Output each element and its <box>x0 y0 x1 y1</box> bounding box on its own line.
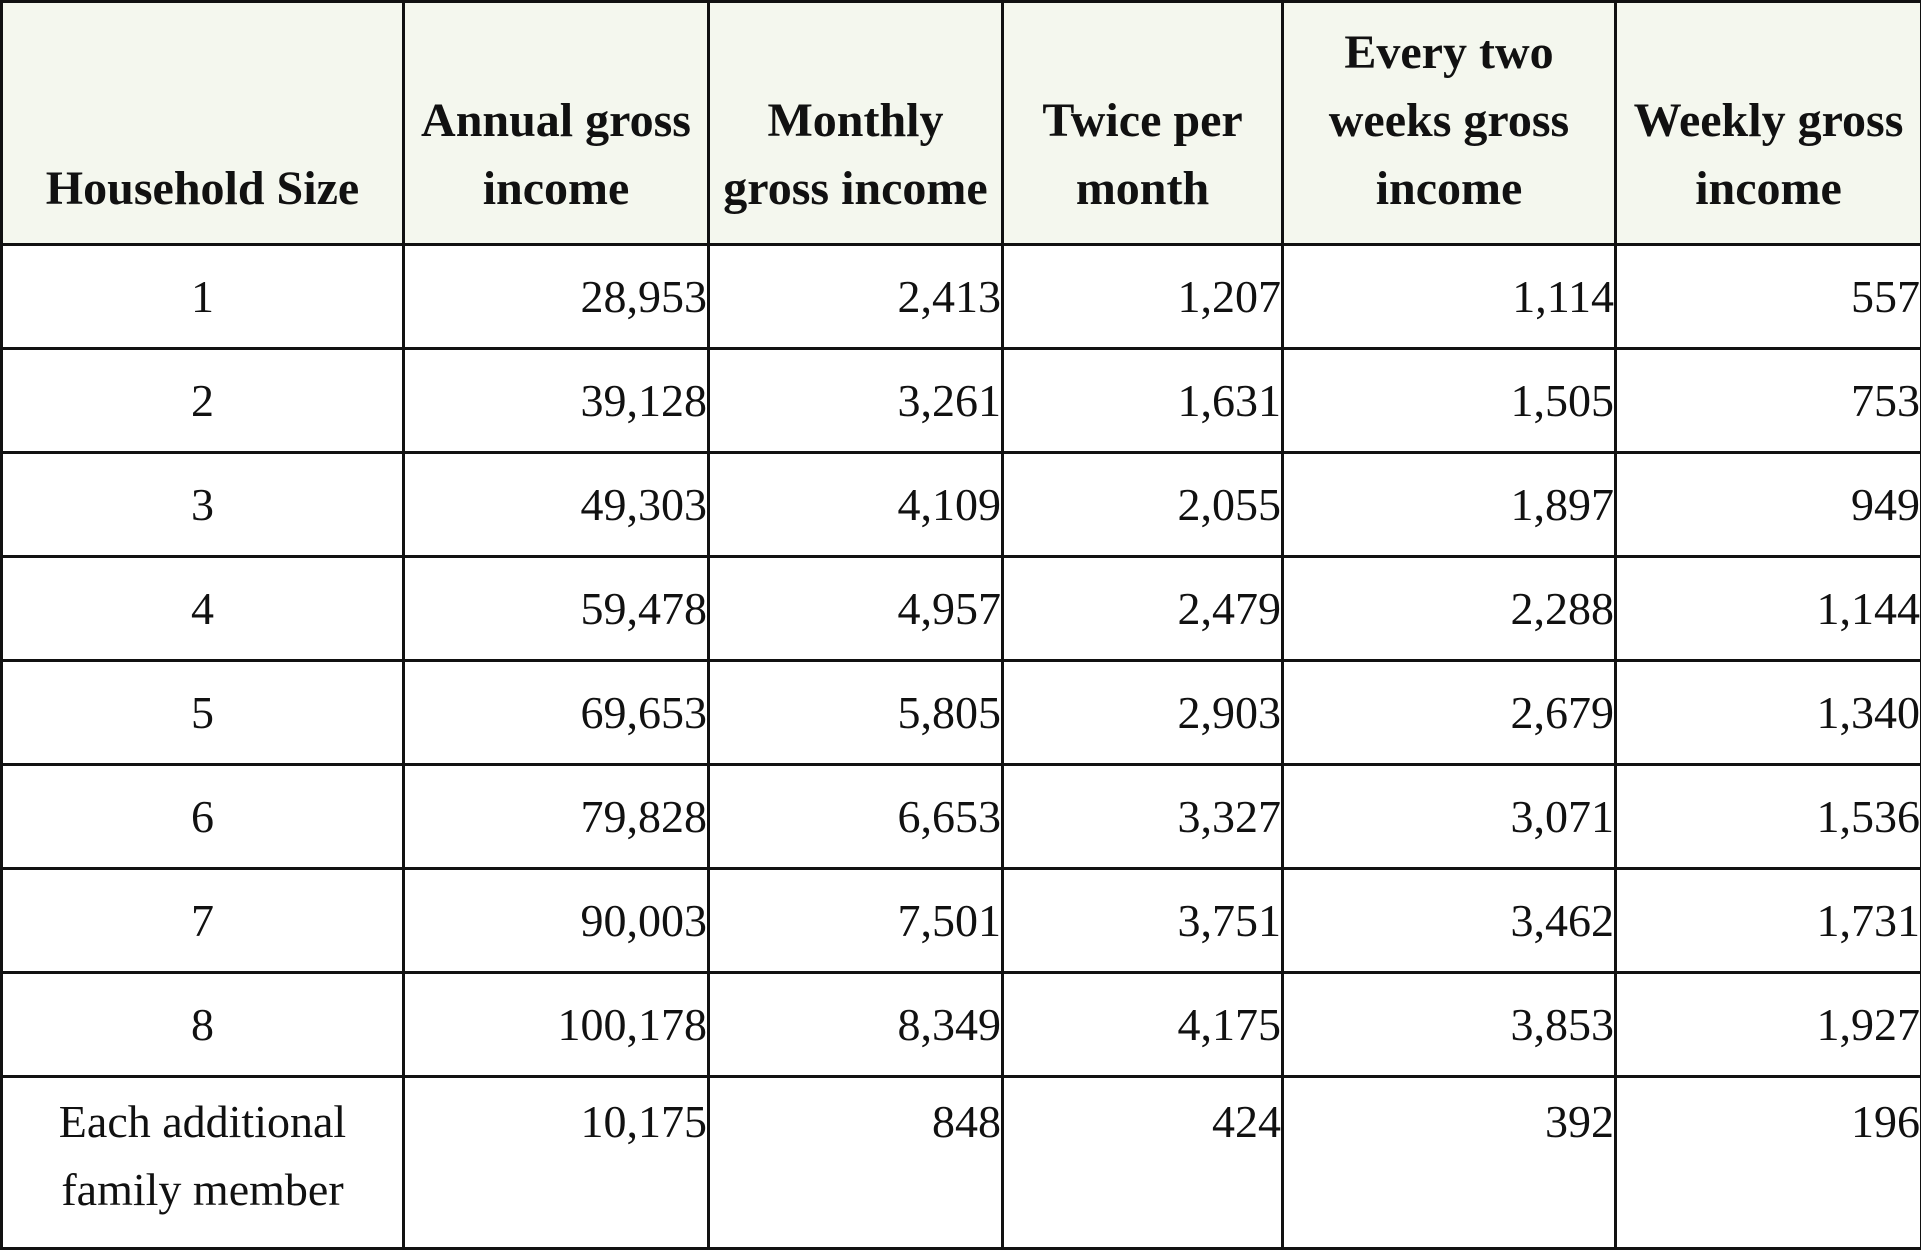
household-size-cell: Each additional family member <box>2 1077 404 1249</box>
twice-monthly-income-cell: 2,479 <box>1003 557 1283 661</box>
table-row: 5 69,653 5,805 2,903 2,679 1,340 <box>2 661 1921 765</box>
header-household-size: Household Size <box>2 2 404 245</box>
biweekly-income-cell: 2,288 <box>1283 557 1616 661</box>
table-row: 2 39,128 3,261 1,631 1,505 753 <box>2 349 1921 453</box>
annual-income-cell: 49,303 <box>404 453 709 557</box>
header-annual-gross-income: Annual gross income <box>404 2 709 245</box>
monthly-income-cell: 8,349 <box>709 973 1003 1077</box>
header-weekly-gross-income: Weekly gross income <box>1616 2 1921 245</box>
twice-monthly-income-cell: 424 <box>1003 1077 1283 1249</box>
header-every-two-weeks-gross-income: Every two weeks gross income <box>1283 2 1616 245</box>
monthly-income-cell: 7,501 <box>709 869 1003 973</box>
household-size-cell: 3 <box>2 453 404 557</box>
table-row: 6 79,828 6,653 3,327 3,071 1,536 <box>2 765 1921 869</box>
annual-income-cell: 90,003 <box>404 869 709 973</box>
household-size-cell: 6 <box>2 765 404 869</box>
monthly-income-cell: 4,109 <box>709 453 1003 557</box>
household-size-cell: 1 <box>2 245 404 349</box>
header-twice-per-month: Twice per month <box>1003 2 1283 245</box>
household-size-cell: 7 <box>2 869 404 973</box>
weekly-income-cell: 196 <box>1616 1077 1921 1249</box>
annual-income-cell: 100,178 <box>404 973 709 1077</box>
annual-income-cell: 69,653 <box>404 661 709 765</box>
table-row: Each additional family member 10,175 848… <box>2 1077 1921 1249</box>
table-row: 3 49,303 4,109 2,055 1,897 949 <box>2 453 1921 557</box>
twice-monthly-income-cell: 1,207 <box>1003 245 1283 349</box>
monthly-income-cell: 6,653 <box>709 765 1003 869</box>
table-header: Household Size Annual gross income Month… <box>2 2 1921 245</box>
biweekly-income-cell: 392 <box>1283 1077 1616 1249</box>
table-row: 4 59,478 4,957 2,479 2,288 1,144 <box>2 557 1921 661</box>
weekly-income-cell: 1,144 <box>1616 557 1921 661</box>
twice-monthly-income-cell: 3,327 <box>1003 765 1283 869</box>
household-size-cell: 8 <box>2 973 404 1077</box>
table-body: 1 28,953 2,413 1,207 1,114 557 2 39,128 … <box>2 245 1921 1249</box>
household-size-cell: 4 <box>2 557 404 661</box>
household-size-cell: 2 <box>2 349 404 453</box>
header-monthly-gross-income: Monthly gross income <box>709 2 1003 245</box>
biweekly-income-cell: 1,897 <box>1283 453 1616 557</box>
annual-income-cell: 28,953 <box>404 245 709 349</box>
twice-monthly-income-cell: 4,175 <box>1003 973 1283 1077</box>
monthly-income-cell: 2,413 <box>709 245 1003 349</box>
monthly-income-cell: 4,957 <box>709 557 1003 661</box>
biweekly-income-cell: 1,114 <box>1283 245 1616 349</box>
twice-monthly-income-cell: 3,751 <box>1003 869 1283 973</box>
biweekly-income-cell: 1,505 <box>1283 349 1616 453</box>
header-row: Household Size Annual gross income Month… <box>2 2 1921 245</box>
twice-monthly-income-cell: 1,631 <box>1003 349 1283 453</box>
monthly-income-cell: 3,261 <box>709 349 1003 453</box>
biweekly-income-cell: 2,679 <box>1283 661 1616 765</box>
twice-monthly-income-cell: 2,055 <box>1003 453 1283 557</box>
household-size-cell: 5 <box>2 661 404 765</box>
annual-income-cell: 10,175 <box>404 1077 709 1249</box>
weekly-income-cell: 753 <box>1616 349 1921 453</box>
table-row: 1 28,953 2,413 1,207 1,114 557 <box>2 245 1921 349</box>
biweekly-income-cell: 3,462 <box>1283 869 1616 973</box>
table-row: 7 90,003 7,501 3,751 3,462 1,731 <box>2 869 1921 973</box>
annual-income-cell: 39,128 <box>404 349 709 453</box>
weekly-income-cell: 557 <box>1616 245 1921 349</box>
monthly-income-cell: 5,805 <box>709 661 1003 765</box>
table-row: 8 100,178 8,349 4,175 3,853 1,927 <box>2 973 1921 1077</box>
biweekly-income-cell: 3,071 <box>1283 765 1616 869</box>
weekly-income-cell: 1,731 <box>1616 869 1921 973</box>
weekly-income-cell: 1,927 <box>1616 973 1921 1077</box>
monthly-income-cell: 848 <box>709 1077 1003 1249</box>
biweekly-income-cell: 3,853 <box>1283 973 1616 1077</box>
weekly-income-cell: 1,340 <box>1616 661 1921 765</box>
twice-monthly-income-cell: 2,903 <box>1003 661 1283 765</box>
annual-income-cell: 79,828 <box>404 765 709 869</box>
annual-income-cell: 59,478 <box>404 557 709 661</box>
weekly-income-cell: 949 <box>1616 453 1921 557</box>
weekly-income-cell: 1,536 <box>1616 765 1921 869</box>
